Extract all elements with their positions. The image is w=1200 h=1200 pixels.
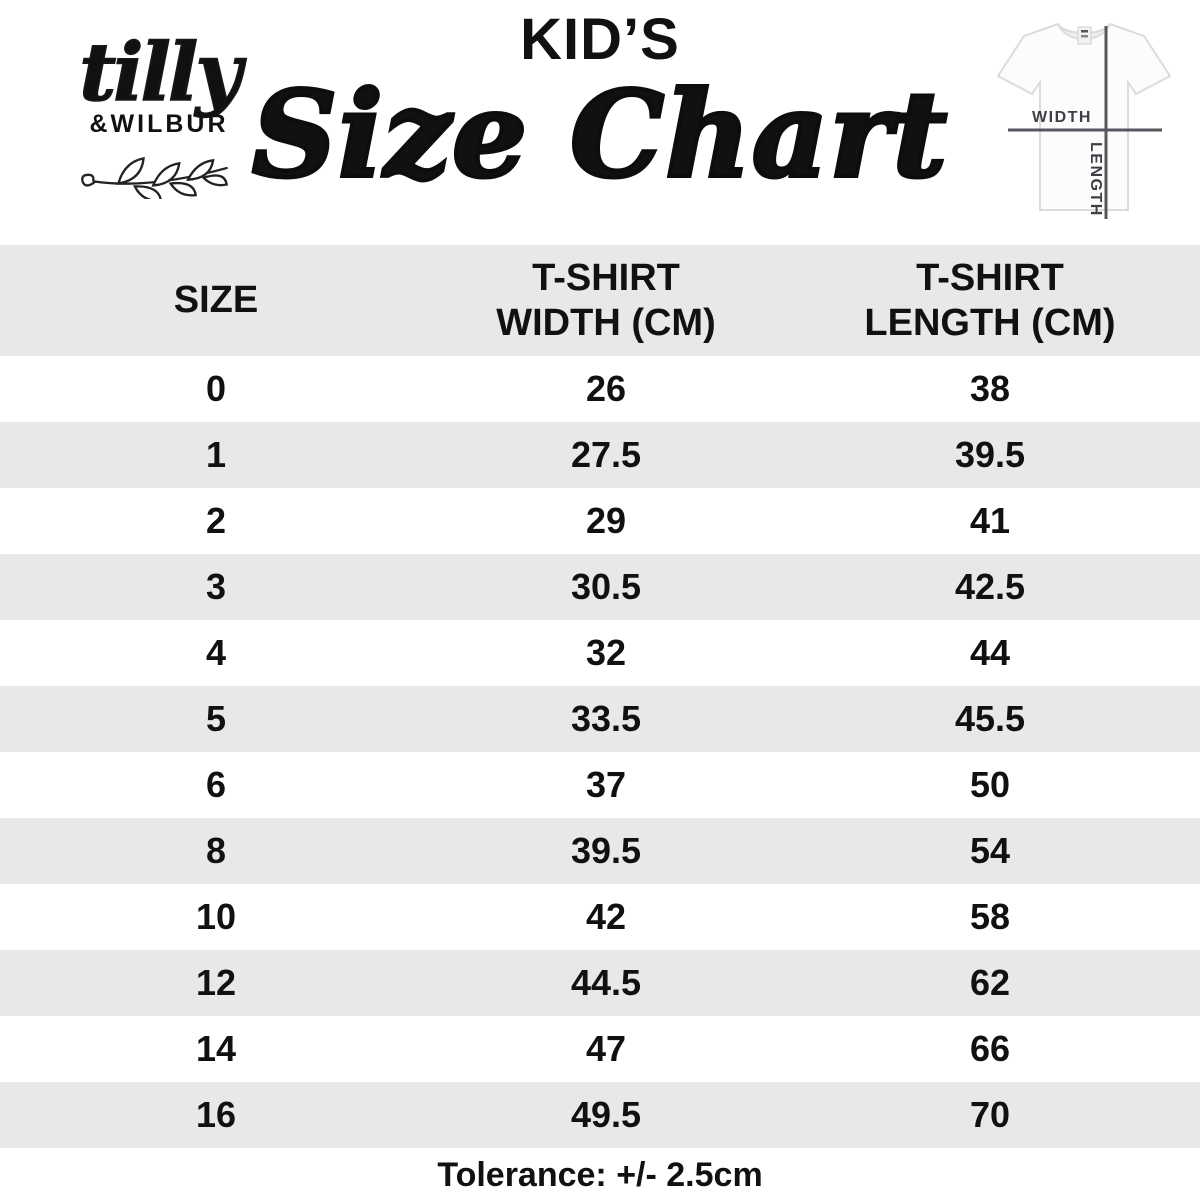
length-cell: 58 [969, 896, 1011, 937]
width-cell: 33.5 [570, 698, 642, 739]
length-cell: 39.5 [954, 434, 1026, 475]
table-row: 8 39.5 54 [0, 818, 1200, 884]
width-cell: 47 [585, 1028, 627, 1069]
width-cell: 30.5 [570, 566, 642, 607]
size-cell: 8 [205, 830, 227, 871]
brand-logo: tilly &WILBUR [44, 25, 274, 204]
table-row: 4 32 44 [0, 620, 1200, 686]
length-cell: 66 [969, 1028, 1011, 1069]
brand-name-caps: &WILBUR [89, 110, 229, 138]
length-cell: 70 [969, 1094, 1011, 1135]
tolerance-note: Tolerance: +/- 2.5cm [437, 1156, 763, 1194]
size-cell: 1 [205, 434, 227, 475]
title-kicker: KID’S [520, 7, 680, 72]
size-cell: 12 [195, 962, 237, 1003]
size-cell: 5 [205, 698, 227, 739]
size-table-body: 0 26 38 1 27.5 39.5 2 29 41 3 30.5 42.5 … [0, 356, 1200, 1148]
table-row: 5 33.5 45.5 [0, 686, 1200, 752]
width-cell: 26 [585, 368, 627, 409]
width-cell: 29 [585, 500, 627, 541]
table-row: 3 30.5 42.5 [0, 554, 1200, 620]
width-cell: 49.5 [570, 1094, 642, 1135]
width-cell: 44.5 [570, 962, 642, 1003]
table-row: 2 29 41 [0, 488, 1200, 554]
width-cell: 37 [585, 764, 627, 805]
length-cell: 38 [969, 368, 1011, 409]
size-cell: 2 [205, 500, 227, 541]
width-cell: 39.5 [570, 830, 642, 871]
page-header: tilly &WILBUR KID’S Size Chart [0, 0, 1200, 245]
table-row: 1 27.5 39.5 [0, 422, 1200, 488]
size-chart-table: SIZE T-SHIRT WIDTH (CM) T-SHIRT LENGTH (… [0, 245, 1200, 1148]
header-row: SIZE T-SHIRT WIDTH (CM) T-SHIRT LENGTH (… [0, 245, 1200, 356]
size-cell: 10 [195, 896, 237, 937]
size-cell: 3 [205, 566, 227, 607]
table-row: 6 37 50 [0, 752, 1200, 818]
length-cell: 41 [969, 500, 1011, 541]
brand-name-script: tilly [78, 25, 242, 119]
length-cell: 45.5 [954, 698, 1026, 739]
table-row: 16 49.5 70 [0, 1082, 1200, 1148]
column-header-width: T-SHIRT WIDTH (CM) [496, 256, 716, 344]
length-cell: 62 [969, 962, 1011, 1003]
length-label: LENGTH [1087, 142, 1104, 217]
width-cell: 32 [585, 632, 627, 673]
length-cell: 54 [969, 830, 1011, 871]
size-cell: 6 [205, 764, 227, 805]
length-cell: 44 [969, 632, 1011, 673]
table-row: 12 44.5 62 [0, 950, 1200, 1016]
size-cell: 4 [205, 632, 227, 673]
table-row: 14 47 66 [0, 1016, 1200, 1082]
length-cell: 42.5 [954, 566, 1026, 607]
column-header-length: T-SHIRT LENGTH (CM) [864, 256, 1116, 344]
laurel-branch-icon [44, 141, 274, 204]
width-label: WIDTH [1032, 109, 1092, 126]
table-row: 0 26 38 [0, 356, 1200, 422]
length-cell: 50 [969, 764, 1011, 805]
width-cell: 42 [585, 896, 627, 937]
tshirt-measure-diagram: WIDTH LENGTH [994, 10, 1174, 233]
title-main: Size Chart [250, 65, 949, 204]
tshirt-shape [996, 22, 1172, 211]
page-title: KID’S Size Chart [0, 6, 1200, 204]
size-cell: 0 [205, 368, 227, 409]
column-header-size: SIZE [173, 279, 259, 322]
size-cell: 14 [195, 1028, 237, 1069]
size-table-header: SIZE T-SHIRT WIDTH (CM) T-SHIRT LENGTH (… [0, 245, 1200, 356]
table-row: 10 42 58 [0, 884, 1200, 950]
measure-lines [1008, 26, 1162, 219]
width-cell: 27.5 [570, 434, 642, 475]
size-cell: 16 [195, 1094, 237, 1135]
